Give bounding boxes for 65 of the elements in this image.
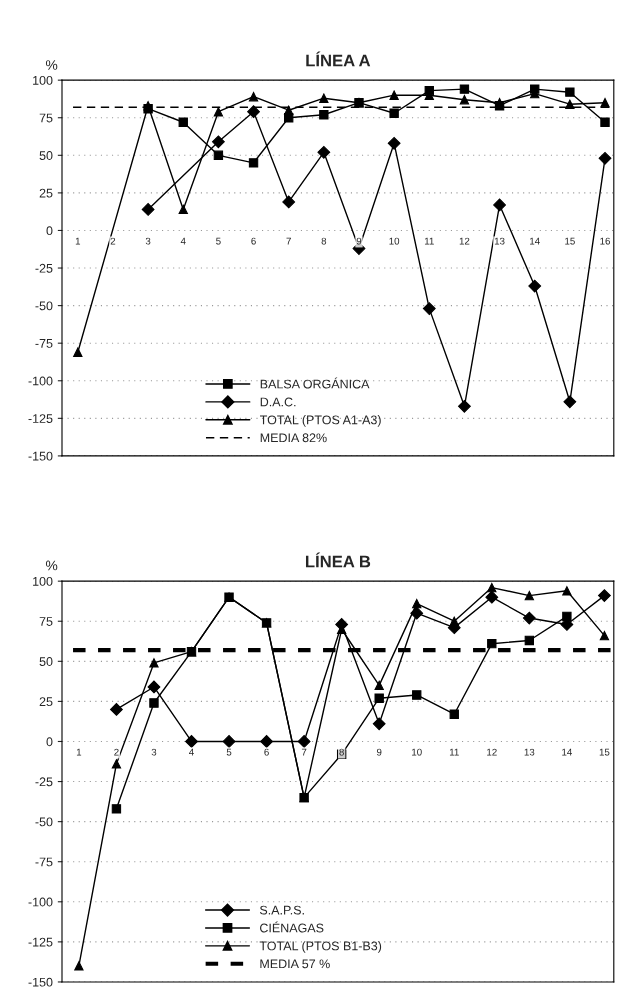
y-tick-label: 25 [39,188,53,198]
y-tick-label: -75 [35,339,53,348]
x-tick-label: 16 [600,237,610,245]
y-axis-title: % [45,60,58,70]
legend-label: S.A.P.S. [259,905,304,915]
y-tick-label: -150 [28,451,53,461]
legend-label: MEDIA 57 % [260,959,330,969]
chart-title: LÍNEA A [306,51,371,67]
legend-label: CIÉNAGAS [260,921,324,933]
x-tick-label: 15 [599,748,610,756]
legend-label: TOTAL (PTOS B1-B3) [259,941,382,953]
x-tick-label: 6 [251,237,256,245]
x-tick-label: 4 [180,237,186,245]
y-axis-title: % [45,560,58,571]
x-tick-label: 15 [565,237,575,245]
y-tick-label: -125 [28,937,53,947]
x-tick-label: 6 [264,748,269,756]
x-tick-label: 12 [487,748,497,756]
x-tick-label: 14 [562,748,572,756]
x-tick-label: 8 [339,748,344,756]
x-tick-label: 11 [424,237,434,245]
y-tick-label: 100 [33,75,53,85]
x-tick-label: 8 [321,237,327,245]
legend-label: D.A.C. [260,397,296,407]
y-tick-label: 100 [33,576,53,586]
legend-label: MEDIA 82% [260,433,327,443]
y-tick-label: -150 [28,977,53,987]
x-tick-label: 10 [389,237,400,245]
y-tick-label: -50 [35,817,53,827]
x-tick-label: 2 [114,748,119,756]
y-tick-label: 50 [39,657,53,666]
y-tick-label: -100 [28,897,53,907]
y-tick-label: -125 [28,414,53,423]
y-tick-label: 75 [39,617,53,626]
y-tick-label: -25 [35,777,53,787]
legend-label: TOTAL (PTOS A1-A3) [260,415,381,427]
x-tick-label: 14 [530,237,540,245]
x-tick-label: 7 [301,748,307,756]
y-tick-label: -100 [28,376,53,386]
x-tick-label: 9 [356,237,362,245]
y-tick-label: -75 [35,857,53,867]
x-tick-label: 11 [449,748,459,756]
x-tick-label: 5 [216,237,221,245]
y-tick-label: 75 [39,113,53,123]
x-tick-label: 3 [151,748,157,756]
x-tick-label: 12 [459,237,470,245]
x-tick-label: 13 [494,237,505,245]
x-tick-label: 1 [76,748,82,756]
y-tick-label: 0 [46,226,53,236]
y-tick-label: -50 [35,301,53,311]
y-tick-label: -25 [35,263,53,273]
x-tick-label: 1 [75,237,81,245]
x-tick-label: 10 [412,748,422,756]
x-tick-label: 3 [145,237,151,245]
y-tick-label: 25 [39,697,53,707]
x-tick-label: 4 [189,748,194,756]
x-tick-label: 2 [110,237,116,245]
x-tick-label: 7 [286,237,291,245]
y-tick-label: 0 [46,737,53,747]
legend-label: BALSA ORGÁNICA [260,377,370,389]
x-tick-label: 9 [376,748,382,756]
x-tick-label: 13 [524,748,535,756]
chart-title: LÍNEA B [305,552,371,568]
y-tick-label: 50 [39,151,53,160]
x-tick-label: 5 [226,748,232,756]
